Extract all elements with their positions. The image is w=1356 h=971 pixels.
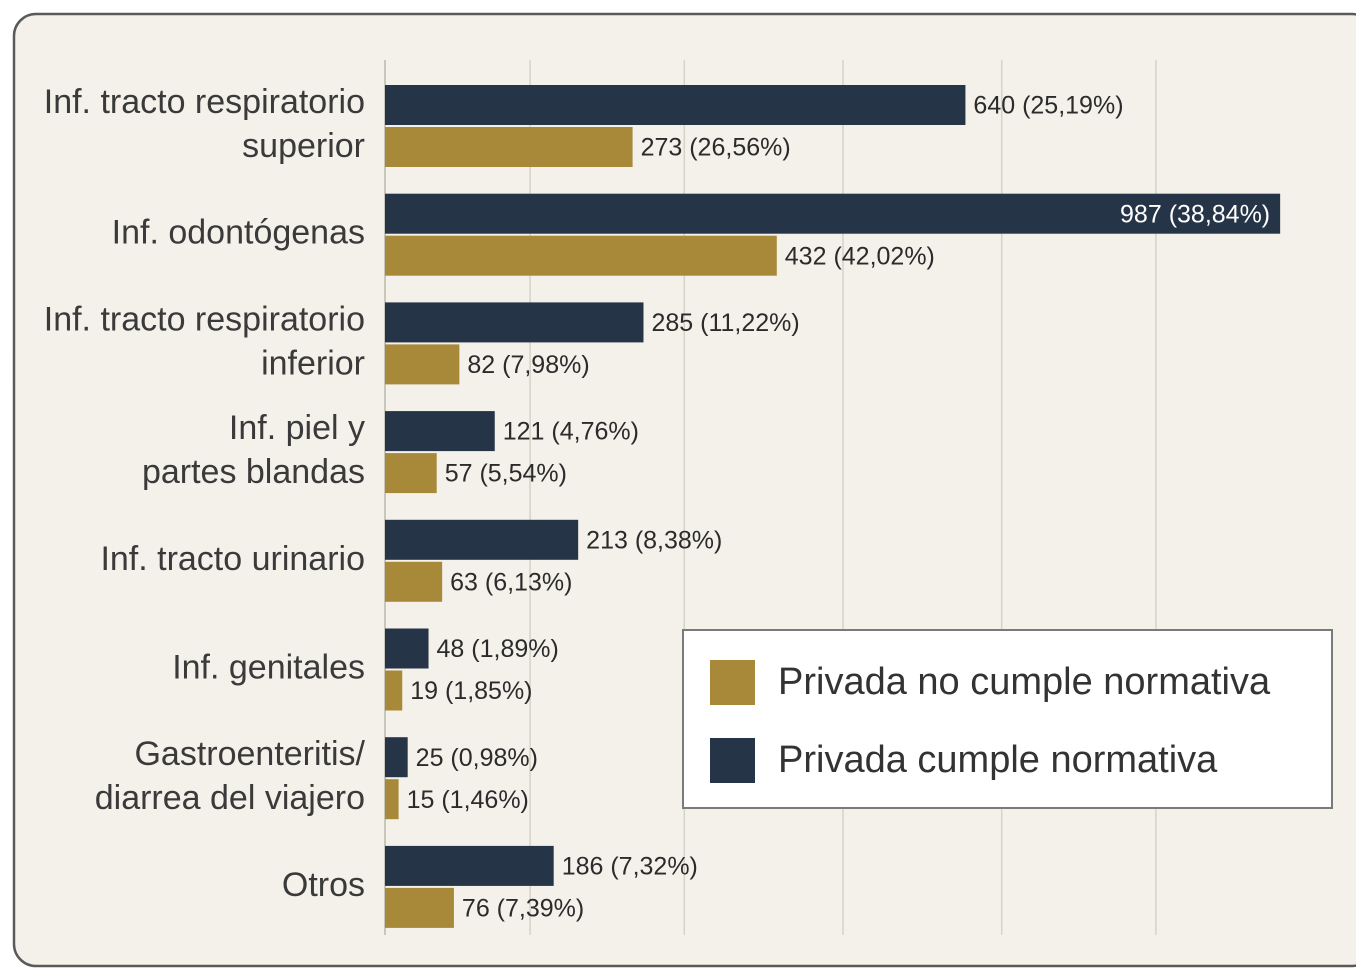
bar	[385, 193, 1281, 234]
category-label: Gastroenteritis/	[134, 735, 365, 773]
legend-swatch	[710, 660, 755, 705]
bar	[385, 887, 454, 928]
category-label: Inf. genitales	[172, 648, 365, 686]
value-label: 25 (0,98%)	[416, 744, 538, 772]
value-label: 76 (7,39%)	[462, 895, 584, 923]
bar	[385, 344, 460, 385]
bar	[385, 670, 403, 711]
value-label: 57 (5,54%)	[445, 460, 567, 488]
value-label: 640 (25,19%)	[973, 92, 1123, 120]
category-label: Otros	[282, 866, 365, 904]
value-label: 285 (11,22%)	[651, 309, 799, 337]
value-label: 987 (38,84%)	[1120, 200, 1270, 228]
value-label: 273 (26,56%)	[641, 134, 791, 162]
category-label: Inf. tracto respiratorio	[44, 300, 365, 338]
legend-swatch	[710, 738, 755, 783]
bar	[385, 779, 399, 820]
legend-label: Privada cumple normativa	[778, 739, 1218, 781]
bar	[385, 845, 554, 886]
bar	[385, 561, 443, 602]
category-label: superior	[242, 127, 365, 165]
category-label: inferior	[261, 344, 365, 382]
bar	[385, 737, 408, 778]
category-label: Inf. tracto urinario	[100, 540, 365, 578]
category-label: partes blandas	[142, 453, 365, 491]
bar	[385, 628, 429, 669]
bar	[385, 235, 777, 276]
value-label: 121 (4,76%)	[503, 418, 639, 446]
value-label: 19 (1,85%)	[410, 677, 532, 705]
category-label: Inf. piel y	[229, 409, 365, 447]
category-label: Inf. tracto respiratorio	[44, 83, 365, 121]
value-label: 48 (1,89%)	[437, 635, 559, 663]
value-label: 186 (7,32%)	[562, 853, 698, 881]
bar	[385, 453, 437, 494]
category-label: Inf. odontógenas	[112, 214, 365, 252]
legend-box	[682, 629, 1333, 809]
value-label: 82 (7,98%)	[467, 351, 589, 379]
bar	[385, 85, 966, 125]
value-label: 432 (42,02%)	[785, 242, 935, 270]
value-label: 15 (1,46%)	[407, 786, 529, 814]
legend-label: Privada no cumple normativa	[778, 661, 1271, 703]
category-label: diarrea del viajero	[95, 779, 365, 817]
value-label: 63 (6,13%)	[450, 568, 572, 596]
bar	[385, 127, 633, 167]
bar	[385, 519, 579, 560]
value-label: 213 (8,38%)	[586, 526, 722, 554]
bar	[385, 411, 495, 452]
bar	[385, 302, 644, 343]
